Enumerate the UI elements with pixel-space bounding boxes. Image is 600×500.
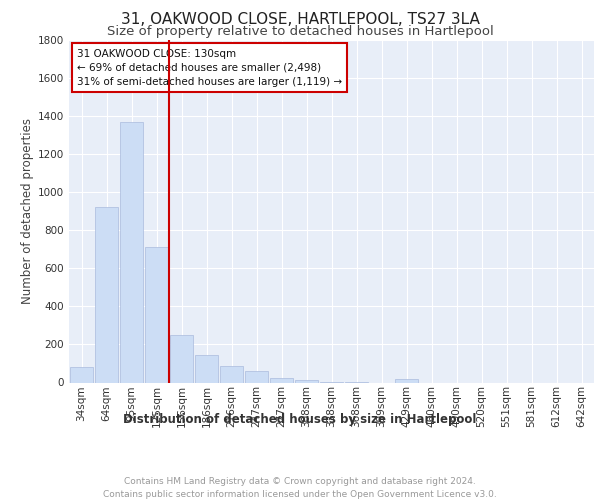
Bar [295, 380, 318, 382]
Bar [70, 368, 93, 382]
Text: 31 OAKWOOD CLOSE: 130sqm
← 69% of detached houses are smaller (2,498)
31% of sem: 31 OAKWOOD CLOSE: 130sqm ← 69% of detach… [77, 48, 342, 86]
Text: Contains HM Land Registry data © Crown copyright and database right 2024.
Contai: Contains HM Land Registry data © Crown c… [103, 477, 497, 499]
Bar [220, 366, 243, 382]
Bar [395, 379, 418, 382]
Text: 31, OAKWOOD CLOSE, HARTLEPOOL, TS27 3LA: 31, OAKWOOD CLOSE, HARTLEPOOL, TS27 3LA [121, 12, 479, 28]
Bar [95, 208, 118, 382]
Text: Distribution of detached houses by size in Hartlepool: Distribution of detached houses by size … [124, 412, 476, 426]
Bar [145, 248, 168, 382]
Bar [245, 372, 268, 382]
Bar [195, 355, 218, 382]
Bar [120, 122, 143, 382]
Bar [170, 335, 193, 382]
Bar [270, 378, 293, 382]
Y-axis label: Number of detached properties: Number of detached properties [21, 118, 34, 304]
Text: Size of property relative to detached houses in Hartlepool: Size of property relative to detached ho… [107, 25, 493, 38]
